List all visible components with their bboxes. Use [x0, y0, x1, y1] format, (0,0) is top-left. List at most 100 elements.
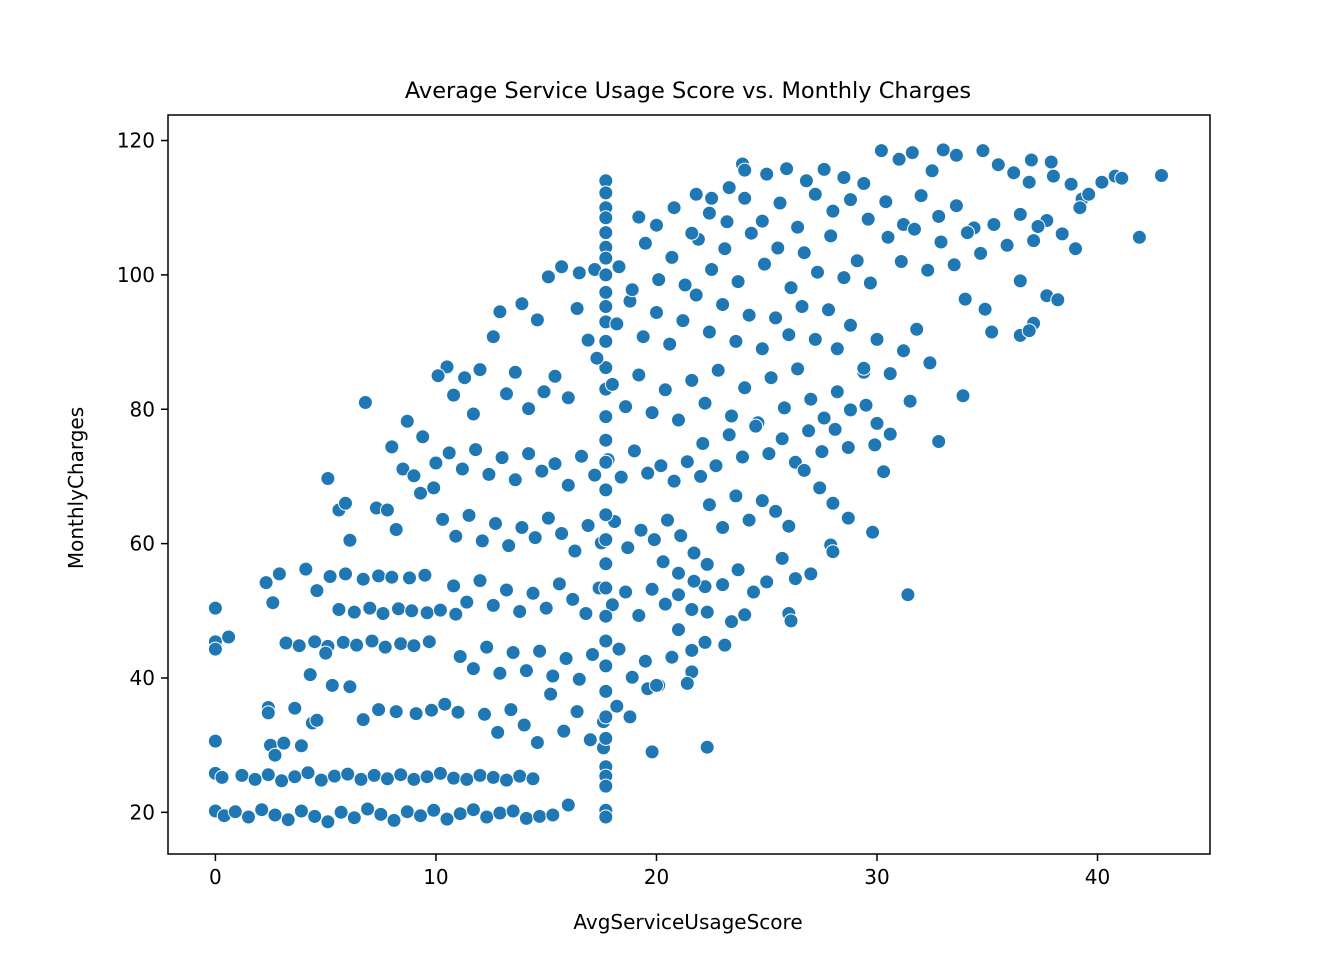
- data-point: [1131, 229, 1147, 245]
- data-point: [907, 221, 922, 237]
- data-point: [671, 565, 686, 581]
- data-point: [840, 440, 856, 455]
- data-point: [446, 770, 462, 786]
- data-point: [342, 679, 358, 695]
- data-point: [840, 510, 856, 526]
- data-point: [492, 805, 508, 821]
- data-point: [408, 706, 424, 722]
- data-point: [446, 578, 462, 594]
- data-point: [490, 724, 506, 740]
- data-point: [342, 532, 358, 548]
- data-point: [1006, 165, 1022, 181]
- y-tick-label: 20: [130, 800, 155, 824]
- data-point: [653, 458, 669, 474]
- data-point: [735, 449, 750, 465]
- data-point: [986, 217, 1002, 232]
- data-point: [492, 304, 508, 320]
- data-point: [499, 386, 514, 402]
- data-point: [635, 329, 651, 345]
- data-point: [644, 744, 660, 760]
- data-point: [565, 591, 581, 607]
- data-point: [379, 502, 395, 518]
- data-point: [801, 423, 817, 439]
- data-point: [307, 634, 323, 650]
- data-point: [439, 359, 455, 375]
- data-point: [421, 634, 437, 650]
- y-axis-label: MonthlyCharges: [64, 407, 88, 569]
- data-point: [1094, 174, 1110, 190]
- data-point: [472, 767, 488, 783]
- data-point: [364, 633, 380, 649]
- data-point: [856, 360, 872, 376]
- data-point: [673, 528, 689, 544]
- data-point: [598, 250, 614, 266]
- data-point: [646, 532, 662, 548]
- data-point: [924, 163, 940, 179]
- data-point: [1050, 292, 1066, 308]
- data-point: [391, 601, 406, 617]
- data-point: [701, 497, 717, 513]
- data-point: [377, 639, 393, 655]
- data-point: [360, 801, 376, 817]
- data-point: [492, 665, 508, 681]
- data-point: [891, 151, 907, 167]
- data-point: [556, 723, 572, 739]
- y-tick-label: 80: [130, 397, 155, 421]
- data-point: [430, 368, 446, 384]
- data-point: [529, 735, 545, 750]
- data-point: [1012, 206, 1028, 222]
- data-point: [322, 569, 338, 584]
- data-point: [721, 427, 737, 443]
- data-point: [902, 393, 918, 409]
- data-point: [258, 575, 274, 591]
- data-point: [560, 797, 576, 813]
- data-point: [693, 468, 709, 484]
- y-axis: 20 40 60 80 100 120: [117, 129, 168, 824]
- data-point: [271, 566, 287, 582]
- data-point: [836, 170, 852, 185]
- data-point: [207, 641, 223, 657]
- data-point: [637, 653, 653, 669]
- data-point: [829, 341, 845, 357]
- data-point: [525, 585, 541, 601]
- data-point: [598, 556, 614, 572]
- data-point: [448, 606, 464, 622]
- data-point: [318, 645, 334, 661]
- data-point: [728, 488, 744, 504]
- data-point: [598, 580, 614, 596]
- data-point: [545, 668, 561, 684]
- data-point: [664, 649, 680, 665]
- data-point: [737, 162, 753, 178]
- points-layer: [207, 142, 1169, 830]
- data-point: [260, 705, 276, 721]
- data-point: [843, 192, 858, 208]
- data-point: [1021, 323, 1037, 339]
- data-point: [499, 582, 514, 598]
- data-point: [435, 511, 451, 527]
- data-point: [920, 262, 936, 278]
- data-point: [684, 372, 700, 388]
- x-axis-label: AvgServiceUsageScore: [573, 910, 802, 934]
- data-point: [704, 262, 720, 277]
- data-point: [816, 161, 832, 177]
- data-point: [748, 418, 764, 434]
- data-point: [441, 445, 457, 461]
- data-point: [331, 602, 347, 617]
- data-point: [609, 698, 625, 714]
- data-point: [598, 658, 614, 674]
- data-point: [327, 768, 342, 784]
- data-point: [598, 432, 614, 448]
- data-point: [798, 173, 814, 189]
- data-point: [353, 771, 369, 787]
- data-point: [1021, 174, 1037, 190]
- data-point: [644, 405, 660, 421]
- data-point: [598, 454, 614, 470]
- y-tick-label: 60: [130, 532, 155, 556]
- data-point: [465, 802, 481, 818]
- data-point: [227, 804, 243, 820]
- data-point: [494, 450, 510, 466]
- data-point: [214, 769, 230, 785]
- data-point: [514, 520, 530, 535]
- data-point: [598, 730, 614, 746]
